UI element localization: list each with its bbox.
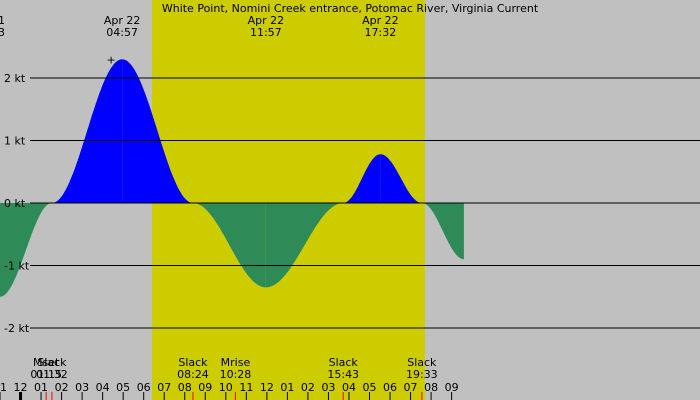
x-tick-label: 06 xyxy=(383,381,397,394)
x-tick-label: 10 xyxy=(219,381,233,394)
y-tick-label: 2 kt xyxy=(4,72,26,85)
x-tick-label: 07 xyxy=(404,381,418,394)
event-time: 08:24 xyxy=(177,368,209,381)
flood-area xyxy=(343,154,381,203)
x-tick-label: 02 xyxy=(55,381,69,394)
y-tick-label: -2 kt xyxy=(4,322,30,335)
x-tick-label: 02 xyxy=(301,381,315,394)
ebb-area xyxy=(0,203,52,297)
gridline-layer xyxy=(30,77,700,329)
flood-area xyxy=(51,59,123,203)
event-label: Slack xyxy=(178,356,208,369)
event-label: Slack xyxy=(329,356,359,369)
x-tick-label: 01 xyxy=(280,381,294,394)
event-labels: Mset01:15Slack01:32Slack08:24Mrise10:28S… xyxy=(30,356,438,400)
x-tick-label: 03 xyxy=(321,381,335,394)
x-tick-label: 11 xyxy=(0,381,7,394)
x-tick-label: 04 xyxy=(342,381,356,394)
extremum-date: Apr 22 xyxy=(104,14,141,27)
x-tick-label: 07 xyxy=(157,381,171,394)
x-tick-label: 08 xyxy=(424,381,438,394)
event-label: Mset xyxy=(33,356,60,369)
edge-label-left-top: 1 xyxy=(0,14,5,27)
ebb-area xyxy=(193,203,266,288)
y-tick-label: -1 kt xyxy=(4,260,30,273)
x-axis-ticks: 11 12 01 02 03 04 05 06 07 08 09 10 11 12 01 02 03 04 05 06… xyxy=(0,381,459,400)
ebb-area xyxy=(265,203,344,288)
extremum-date: Apr 22 xyxy=(248,14,285,27)
y-tick-label: 1 kt xyxy=(4,135,26,148)
x-tick-label: 12 xyxy=(14,381,28,394)
event-time: 01:15 xyxy=(30,368,62,381)
event-label: Slack xyxy=(407,356,437,369)
extremum-date: Apr 22 xyxy=(362,14,399,27)
peak-marker: + xyxy=(107,53,116,66)
edge-label-left-bottom: 3 xyxy=(0,26,5,39)
chart-title: White Point, Nomini Creek entrance, Poto… xyxy=(162,2,539,15)
event-time: 10:28 xyxy=(220,368,252,381)
event-time: 15:43 xyxy=(327,368,359,381)
extremum-time: 04:57 xyxy=(106,26,138,39)
x-tick-label: 12 xyxy=(260,381,274,394)
y-tick-label: 0 kt xyxy=(4,197,26,210)
ebb-area xyxy=(421,203,464,260)
x-tick-label: 01 xyxy=(34,381,48,394)
x-tick-label: 08 xyxy=(178,381,192,394)
event-time: 19:33 xyxy=(406,368,438,381)
extremum-time: 11:57 xyxy=(250,26,282,39)
event-time: 01:32 xyxy=(36,368,68,381)
x-tick-label: 05 xyxy=(363,381,377,394)
current-area-layer xyxy=(0,59,464,297)
y-axis-labels: 2 kt 1 kt 0 kt -1 kt -2 kt xyxy=(4,72,30,335)
x-tick-label: 03 xyxy=(75,381,89,394)
x-tick-label: 04 xyxy=(96,381,110,394)
x-tick-label: 05 xyxy=(116,381,130,394)
event-label: Mrise xyxy=(221,356,251,369)
x-tick-label: 06 xyxy=(137,381,151,394)
flood-area xyxy=(380,154,422,203)
extremum-time: 17:32 xyxy=(365,26,397,39)
event-label: Slack xyxy=(37,356,67,369)
x-tick-label: 09 xyxy=(445,381,459,394)
flood-area xyxy=(122,59,193,203)
x-tick-label: 09 xyxy=(198,381,212,394)
x-tick-label: 11 xyxy=(239,381,253,394)
